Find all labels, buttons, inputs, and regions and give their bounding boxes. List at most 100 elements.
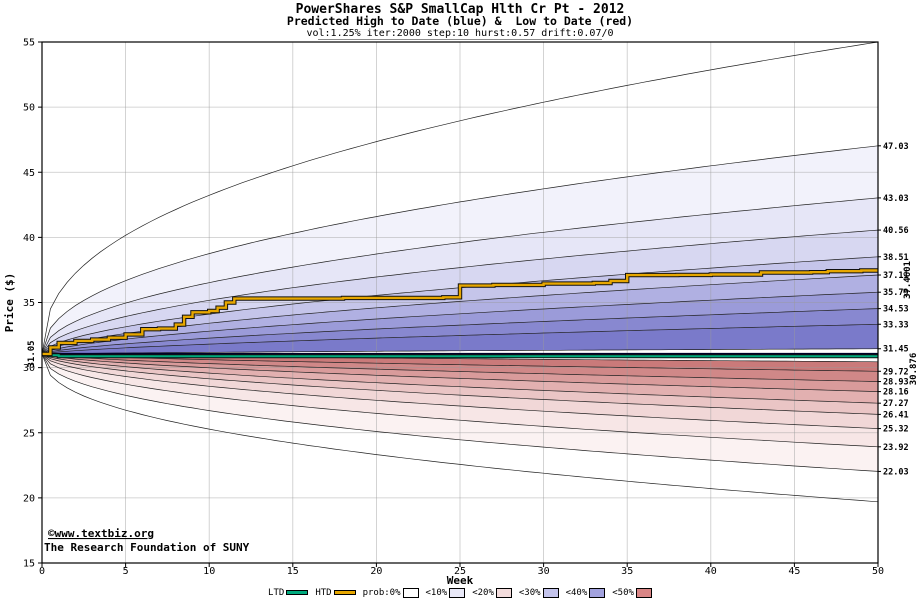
chart-subtitle: Predicted High to Date (blue) & Low to D…	[287, 14, 633, 28]
series-lines	[42, 268, 878, 359]
legend-label: <20%	[472, 587, 494, 598]
legend-swatch	[495, 587, 512, 598]
fan-boundary-high	[41, 197, 879, 355]
legend-item-prob0: prob:0%	[362, 587, 419, 598]
legend-item-ltd: LTD	[268, 587, 309, 598]
legend-item-htd: HTD	[315, 587, 356, 598]
y-tick-label: 40	[23, 233, 35, 244]
fan-boundary-low	[41, 353, 879, 392]
fan-band-high	[42, 275, 878, 354]
y-tick-label: 35	[23, 298, 35, 309]
x-tick-label: 30	[538, 566, 550, 577]
right-axis-label: 38.51	[883, 253, 909, 263]
right-axis-label: 47.03	[883, 142, 909, 152]
fan-boundary-high	[41, 323, 879, 355]
right-axis-label: 28.93	[883, 378, 909, 388]
fan-band-low	[42, 353, 878, 502]
y-tick-label: 45	[23, 168, 35, 179]
fan-band-low	[42, 353, 878, 415]
legend-item-50: <50%	[612, 587, 652, 598]
right-axis-label: 23.92	[883, 443, 909, 453]
legend-label: HTD	[315, 587, 332, 598]
fan-band-high	[42, 197, 878, 354]
y-tick-label: 55	[23, 38, 35, 49]
legend-swatch	[333, 590, 356, 595]
fan-band-high	[42, 256, 878, 354]
y-tick-label: 15	[23, 559, 35, 570]
legend-label: <30%	[518, 587, 541, 598]
fan-boundary-high	[41, 308, 879, 355]
fan-boundary-low	[41, 353, 879, 372]
y-tick-label: 30	[23, 363, 35, 374]
fan-band-low	[42, 353, 878, 429]
legend-swatch	[449, 587, 466, 598]
right-axis-label: 37.11	[883, 271, 909, 281]
fan-boundary-high	[41, 348, 879, 355]
x-tick-label: 35	[621, 566, 633, 577]
legend-swatch	[402, 587, 419, 598]
right-axis-label: 40.56	[883, 226, 909, 236]
fan-band-low	[42, 353, 878, 447]
fan-band-high	[42, 145, 878, 354]
legend-swatch	[286, 590, 309, 595]
right-axis-label: 43.03	[883, 194, 909, 204]
x-tick-label: 5	[123, 566, 129, 577]
fan-boundary-high	[41, 145, 879, 355]
right-axis-label: 28.16	[883, 388, 909, 398]
legend-item-10: <10%	[425, 587, 466, 598]
fan-boundary-high	[41, 41, 879, 354]
legend-swatch	[542, 587, 559, 598]
watermark-org: The Research Foundation of SUNY	[44, 541, 250, 554]
fan-boundary-high	[41, 229, 879, 355]
right-axis-label: 27.27	[883, 399, 909, 409]
start-price-label: 31.05	[27, 340, 37, 367]
y-tick-label: 20	[23, 493, 35, 504]
x-tick-label: 40	[705, 566, 717, 577]
legend-label: prob:0%	[362, 587, 401, 598]
htd-final-label: 37.4601	[903, 261, 913, 299]
chart-title: PowerShares S&P SmallCap Hlth Cr Pt - 20…	[296, 2, 625, 17]
right-axis-label: 26.41	[883, 410, 909, 420]
fan-boundary-low	[41, 353, 879, 404]
x-tick-label: 10	[203, 566, 215, 577]
htd-line	[42, 269, 878, 356]
right-axis-label: 29.72	[883, 367, 909, 377]
fan-boundary-low	[41, 353, 879, 415]
x-tick-label: 50	[872, 566, 884, 577]
legend-label: LTD	[268, 587, 285, 598]
y-axis-label: Price ($)	[3, 273, 16, 333]
legend-label: <40%	[565, 587, 588, 598]
fan-boundary-low	[41, 353, 879, 503]
x-axis-label: Week	[447, 574, 474, 587]
fan-boundary-low	[41, 353, 879, 429]
fan-band-high	[42, 230, 878, 354]
x-tick-label: 25	[454, 566, 466, 577]
axes	[38, 41, 881, 567]
right-axis-label: 25.32	[883, 425, 909, 435]
chart-params: vol:1.25% iter:2000 step:10 hurst:0.57 d…	[306, 28, 613, 39]
legend-swatch	[589, 587, 606, 598]
fan-boundary-low	[41, 353, 879, 472]
fan-boundary-high	[41, 291, 879, 355]
legend-label: <10%	[425, 587, 448, 598]
right-axis-label: 35.79	[883, 288, 909, 298]
fan-boundaries	[41, 41, 879, 503]
y-tick-label: 50	[23, 103, 35, 114]
x-tick-label: 0	[39, 566, 45, 577]
x-tick-label: 20	[370, 566, 382, 577]
right-axis-label: 34.53	[883, 305, 909, 315]
watermark-site: ©www.textbiz.org	[48, 527, 154, 540]
right-axis-label: 33.33	[883, 320, 909, 330]
fan-band-low	[42, 353, 878, 472]
legend-swatch	[635, 587, 652, 598]
legend-item-20: <20%	[472, 587, 512, 598]
labels: 0 5 10 15 20 25 30 35 40 45 50 15 20 25 30 35 40 45 50 55 47…	[3, 2, 919, 587]
right-axis-label: 31.45	[883, 345, 909, 355]
x-tick-label: 15	[287, 566, 299, 577]
legend-label: <50%	[612, 587, 634, 598]
x-tick-label: 45	[788, 566, 800, 577]
y-tick-label: 25	[23, 428, 35, 439]
fan-boundary-low	[41, 353, 879, 382]
